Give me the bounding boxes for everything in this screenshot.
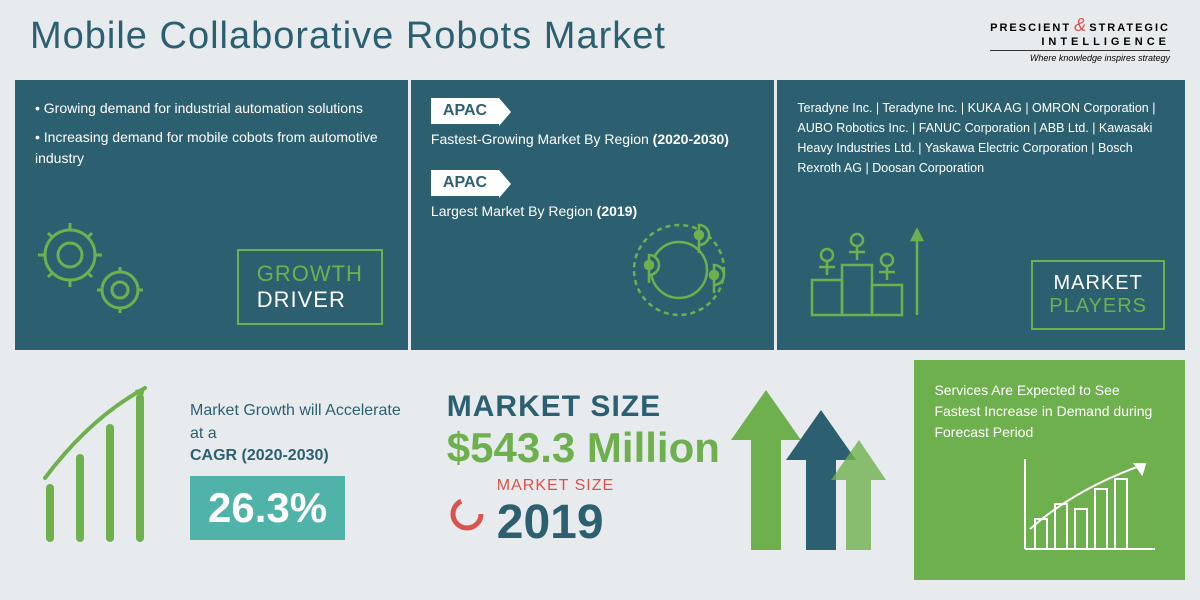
services-text: Services Are Expected to See Fastest Inc… [934,380,1165,443]
brand-logo: PRESCIENT & STRATEGIC INTELLIGENCE Where… [990,15,1170,63]
cagr-text: Market Growth will Accelerate at a CAGR … [190,400,409,467]
page-title: Mobile Collaborative Robots Market [30,15,666,58]
arrows-up-icon [711,380,891,565]
cagr-card: Market Growth will Accelerate at a CAGR … [15,360,424,580]
apac-badge: APAC [431,98,499,124]
market-players-label: MARKET PLAYERS [1031,260,1165,330]
cagr-value: 26.3% [190,476,345,540]
market-size-card: MARKET SIZE $543.3 Million MARKET SIZE 2… [432,360,907,580]
driver-bullets: Growing demand for industrial automation… [35,98,388,169]
apac-badge-2: APAC [431,170,499,196]
market-players-panel: Teradyne Inc. | Teradyne Inc. | KUKA AG … [777,80,1185,350]
fastest-region-text: Fastest-Growing Market By Region (2020-2… [431,130,755,150]
bars-up-icon [30,378,180,563]
services-card: Services Are Expected to See Fastest Inc… [914,360,1185,580]
players-list: Teradyne Inc. | Teradyne Inc. | KUKA AG … [797,98,1165,178]
growth-driver-label: GROWTH DRIVER [237,249,383,325]
growth-driver-panel: Growing demand for industrial automation… [15,80,408,350]
podium-icon [797,225,937,330]
location-pins-icon [604,195,754,330]
ring-icon [447,494,487,534]
market-size-year: 2019 [497,495,614,550]
gear-icon [35,215,155,330]
chart-up-icon [1015,449,1165,565]
region-panel: APAC Fastest-Growing Market By Region (2… [411,80,775,350]
